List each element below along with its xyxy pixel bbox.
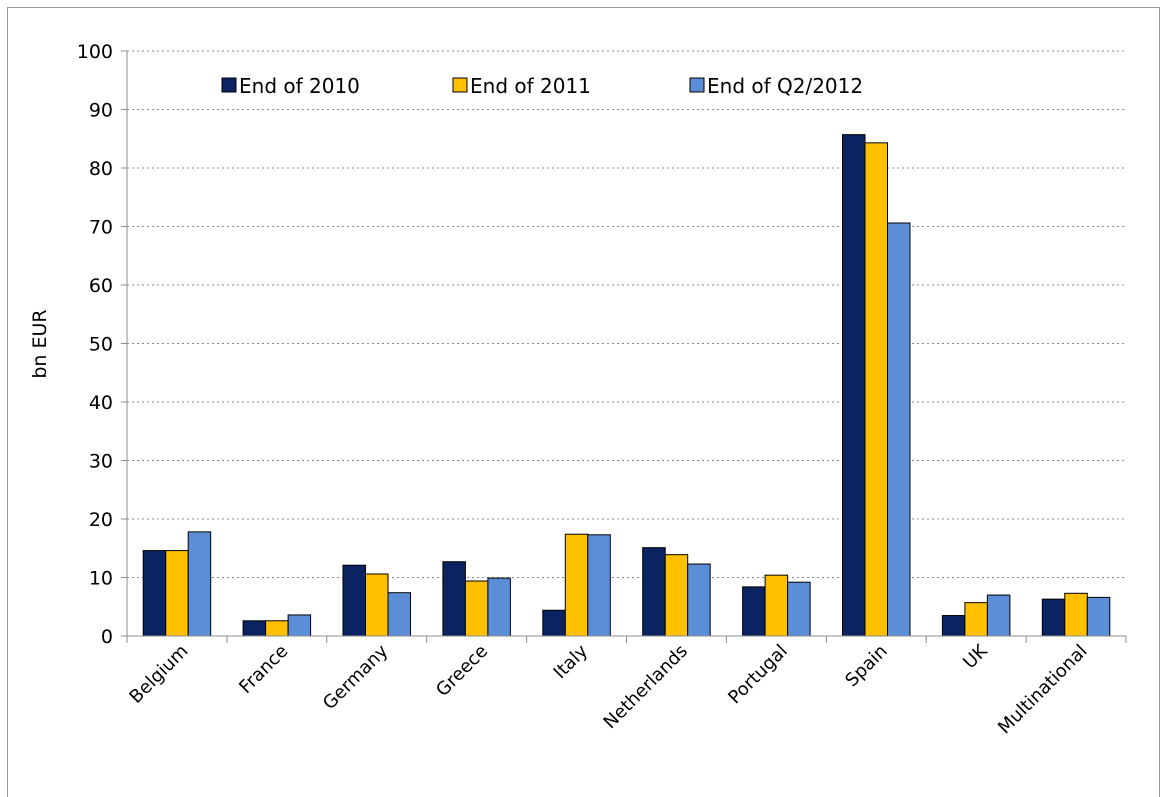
bar (242, 620, 267, 637)
bar (887, 222, 911, 637)
category-label: France (235, 641, 292, 698)
bar (787, 581, 811, 637)
y-tick-label: 50 (89, 334, 113, 356)
category-labels: Belgium France Germany Greece Italy Netherlan… (125, 640, 1091, 738)
bar (642, 547, 666, 637)
bar (941, 615, 966, 637)
y-tick-label: 30 (89, 451, 113, 473)
bar (1086, 596, 1111, 637)
category-label: Germany (319, 640, 393, 714)
category-label: Portugal (724, 641, 792, 709)
bar (764, 574, 789, 637)
bar (986, 594, 1011, 637)
bar (487, 577, 511, 637)
legend-swatch (452, 77, 468, 93)
category-label: Netherlands (600, 641, 692, 733)
bar (442, 561, 466, 637)
bar (742, 586, 766, 637)
bar (842, 134, 866, 637)
chart-frame (7, 7, 1160, 797)
category-label: Greece (432, 641, 492, 701)
bar (287, 614, 312, 637)
bar (342, 564, 366, 637)
bar (265, 620, 289, 637)
gridlines (121, 50, 1126, 637)
bar (464, 580, 489, 637)
legend-label: End of 2010 (239, 74, 360, 98)
bar (542, 609, 566, 637)
y-tick-label: 20 (89, 509, 113, 531)
bar (587, 534, 611, 637)
y-tick-labels: 0 10 20 30 40 50 60 70 80 90 100 (77, 41, 113, 648)
bar (564, 533, 589, 637)
bar (1064, 592, 1088, 637)
bar (142, 550, 167, 637)
y-tick-label: 70 (89, 217, 113, 239)
category-label: Belgium (125, 641, 192, 708)
bar (365, 573, 389, 637)
bar (664, 554, 689, 637)
bar (964, 602, 988, 637)
bar (387, 592, 411, 637)
legend-label: End of Q2/2012 (707, 74, 863, 98)
category-label: Multinational (994, 641, 1092, 739)
bar (687, 563, 711, 637)
y-axis-title: bn EUR (29, 309, 51, 378)
bar (165, 550, 189, 637)
legend-swatch (221, 77, 237, 93)
legend: End of 2010 End of 2011 End of Q2/2012 (221, 74, 863, 98)
y-tick-label: 90 (89, 100, 113, 122)
y-tick-label: 0 (101, 626, 113, 648)
bars (142, 134, 1111, 637)
y-tick-label: 60 (89, 275, 113, 297)
y-tick-label: 100 (77, 41, 113, 63)
bar (187, 531, 212, 637)
category-label: Spain (841, 641, 891, 691)
y-tick-label: 40 (89, 392, 113, 414)
bar (1041, 598, 1066, 637)
legend-label: End of 2011 (470, 74, 591, 98)
axes (126, 51, 1127, 643)
legend-swatch (689, 77, 705, 93)
y-tick-label: 10 (89, 568, 113, 590)
y-tick-label: 80 (89, 158, 113, 180)
bar (864, 142, 888, 637)
category-label: Italy (550, 640, 593, 683)
category-label: UK (959, 640, 992, 673)
